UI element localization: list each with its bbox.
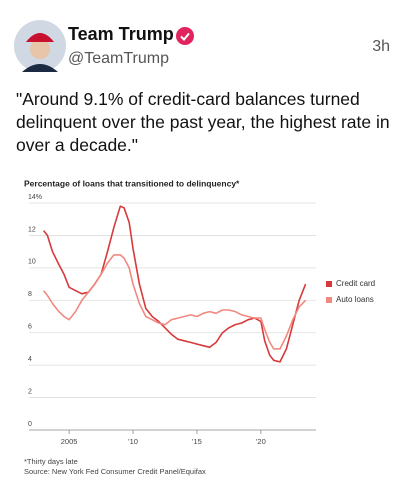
x-tick-label: '15 (192, 437, 202, 446)
y-tick-label: 4 (28, 356, 32, 363)
chart-source: Source: New York Fed Consumer Credit Pan… (24, 467, 206, 476)
timestamp[interactable]: 3h (372, 38, 390, 55)
verified-badge (176, 27, 194, 45)
tweet-text: "Around 9.1% of credit-card balances tur… (16, 89, 390, 155)
legend-label: Credit card (336, 279, 375, 288)
handle[interactable]: @TeamTrump (68, 50, 169, 67)
y-tick-label: 6 (28, 324, 32, 331)
y-tick-label: 10 (28, 259, 36, 266)
series-line (42, 254, 307, 350)
legend-swatch (326, 281, 332, 287)
chart-note: *Thirty days late (24, 457, 78, 466)
avatar[interactable] (12, 18, 68, 74)
display-name[interactable]: Team Trump (68, 24, 174, 44)
series-line (42, 205, 307, 363)
y-tick-label: 12 (28, 226, 36, 233)
chart: Percentage of loans that transitioned to… (24, 178, 375, 476)
y-tick-label: 0 (28, 421, 32, 428)
y-tick-label: 14% (28, 194, 42, 201)
legend-label: Auto loans (336, 295, 374, 304)
x-tick-label: '20 (256, 437, 266, 446)
x-tick-label: '10 (128, 437, 138, 446)
y-tick-label: 8 (28, 291, 32, 298)
x-tick-label: 2005 (61, 437, 78, 446)
legend-swatch (326, 297, 332, 303)
y-tick-label: 2 (28, 388, 32, 395)
chart-title: Percentage of loans that transitioned to… (24, 178, 240, 188)
